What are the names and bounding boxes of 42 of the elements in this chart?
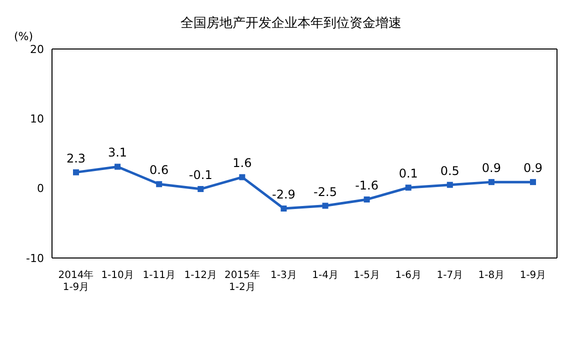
point bbox=[280, 206, 287, 212]
data-label: 0.9 bbox=[523, 161, 543, 176]
point bbox=[488, 179, 494, 186]
point bbox=[322, 202, 328, 209]
point bbox=[446, 182, 453, 188]
x-tick-label: 1-5月 bbox=[354, 270, 380, 281]
data-label: 0.6 bbox=[150, 163, 169, 178]
x-tick-label: 1-6月 bbox=[395, 270, 422, 281]
point bbox=[530, 179, 536, 186]
x-tick-label: 1-7月 bbox=[436, 270, 464, 281]
point bbox=[198, 186, 204, 192]
point bbox=[239, 174, 246, 180]
chart-title: 全国房地产开发企业本年到位资金增速 bbox=[180, 16, 402, 31]
data-label: 1.6 bbox=[232, 156, 252, 170]
x-tick-label: 1-11月 bbox=[142, 270, 176, 281]
data-label: -0.1 bbox=[188, 168, 212, 182]
y-tick-label: -10 bbox=[26, 252, 44, 265]
point bbox=[405, 184, 412, 191]
x-tick-label: 2015年 1-2月 bbox=[224, 269, 260, 293]
x-tick-label: 1-8月 bbox=[478, 270, 505, 281]
data-label: 0.5 bbox=[440, 164, 460, 178]
y-axis-title: (%) bbox=[14, 30, 34, 43]
x-tick-label: 1-10月 bbox=[101, 270, 134, 281]
point bbox=[73, 169, 79, 176]
y-tick-label: 0 bbox=[37, 182, 44, 196]
x-tick-label: 1-4月 bbox=[312, 270, 338, 281]
data-label: -2.9 bbox=[272, 188, 296, 202]
y-tick-label: 10 bbox=[30, 112, 44, 126]
x-tick-label: 1-9月 bbox=[520, 270, 546, 281]
data-label: 0.1 bbox=[398, 166, 418, 181]
data-label: 3.1 bbox=[108, 146, 128, 160]
data-label: 2.3 bbox=[66, 151, 86, 166]
x-tick-label: 1-3月 bbox=[270, 270, 297, 281]
x-tick-label: 1-12月 bbox=[184, 270, 217, 281]
data-label: 0.9 bbox=[482, 161, 501, 176]
point bbox=[156, 181, 162, 188]
data-label: -1.6 bbox=[355, 178, 379, 192]
point bbox=[114, 164, 121, 170]
data-label: -2.5 bbox=[314, 184, 337, 199]
point bbox=[364, 196, 370, 202]
x-tick-label: 2014年 1-9月 bbox=[58, 269, 94, 293]
y-tick-label: 20 bbox=[30, 42, 44, 56]
